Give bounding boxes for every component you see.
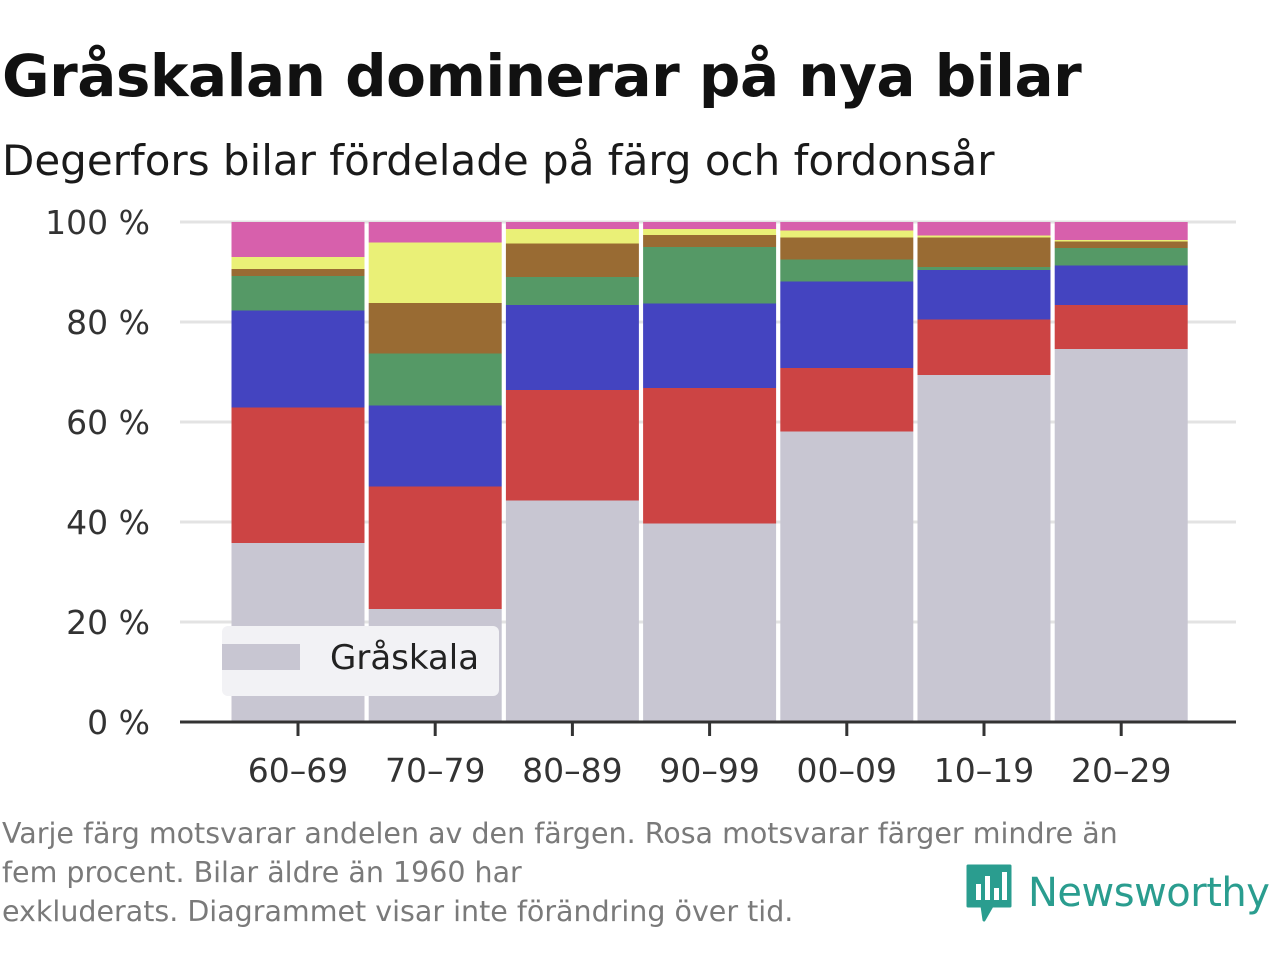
bar-segment-grayscale: [917, 375, 1051, 722]
bar-segment-red: [231, 407, 365, 543]
bar-segment-yellow: [1054, 240, 1188, 242]
bar-stack: [1054, 222, 1188, 722]
bar-segment-grayscale: [1054, 349, 1188, 722]
x-tick-label: 80–89: [522, 751, 622, 790]
y-tick-label: 0 %: [87, 703, 150, 742]
bar-segment-pink: [368, 222, 502, 243]
footnote-line-2: fem procent. Bilar äldre än 1960 har: [2, 856, 522, 889]
stacked-bar-chart: 0 % 20 % 40 % 60 % 80 % 100 % 60–69 70–79 80–89…: [45, 203, 1236, 790]
bar-segment-pink: [1054, 222, 1188, 240]
bar-segment-blue: [780, 281, 914, 368]
x-tick-label: 70–79: [385, 751, 485, 790]
bar-segment-green: [368, 353, 502, 406]
footnote-line-3: exkluderats. Diagrammet visar inte förän…: [2, 895, 794, 928]
x-tick-label: 00–09: [797, 751, 897, 790]
footnote-line-1: Varje färg motsvarar andelen av den färg…: [2, 817, 1118, 850]
bar-segment-yellow: [780, 230, 914, 238]
bar-stacks: [231, 222, 1188, 722]
newsworthy-logo-text: Newsworthy: [1028, 870, 1270, 916]
legend-swatch-grayscale: [222, 644, 300, 670]
bar-segment-blue: [1054, 265, 1188, 305]
bar-segment-pink: [231, 222, 365, 257]
bar-segment-green: [917, 267, 1051, 270]
y-tick-label: 40 %: [66, 503, 150, 542]
bar-segment-yellow: [505, 229, 639, 244]
x-tick-label: 20–29: [1071, 751, 1171, 790]
bar-segment-yellow: [917, 235, 1051, 238]
chart-subtitle: Degerfors bilar fördelade på färg och fo…: [2, 136, 995, 185]
bar-segment-red: [368, 486, 502, 609]
bar-segment-red: [1054, 305, 1188, 349]
bar-segment-grayscale: [780, 431, 914, 722]
bar-segment-pink: [643, 222, 777, 229]
bar-segment-brown: [643, 235, 777, 247]
bar-stack: [505, 222, 639, 722]
bar-segment-brown: [780, 237, 914, 260]
bar-segment-brown: [368, 303, 502, 354]
bar-segment-blue: [917, 270, 1051, 320]
bar-segment-green: [643, 247, 777, 304]
bar-segment-brown: [917, 237, 1051, 267]
x-tick-label: 10–19: [934, 751, 1034, 790]
newsworthy-logo[interactable]: Newsworthy: [964, 862, 1270, 924]
bar-segment-brown: [1054, 241, 1188, 248]
bar-segment-pink: [917, 222, 1051, 236]
bar-segment-grayscale: [505, 500, 639, 722]
bar-segment-green: [231, 276, 365, 311]
y-tick-label: 20 %: [66, 603, 150, 642]
y-axis-tick-labels: 0 % 20 % 40 % 60 % 80 % 100 %: [45, 203, 150, 742]
bar-segment-blue: [643, 303, 777, 388]
bar-segment-red: [780, 368, 914, 432]
bar-segment-brown: [505, 243, 639, 277]
y-tick-label: 100 %: [45, 203, 150, 242]
bar-segment-pink: [505, 222, 639, 229]
bar-segment-yellow: [368, 242, 502, 303]
bar-segment-brown: [231, 269, 365, 276]
bar-segment-red: [917, 319, 1051, 375]
bar-segment-green: [1054, 248, 1188, 266]
x-tick-label: 90–99: [659, 751, 759, 790]
chart-title: Gråskalan dominerar på nya bilar: [2, 42, 1082, 110]
bar-segment-red: [505, 390, 639, 501]
bar-stack: [643, 222, 777, 722]
bar-segment-red: [643, 388, 777, 524]
bar-segment-yellow: [643, 229, 777, 235]
y-tick-label: 80 %: [66, 303, 150, 342]
bar-stack: [780, 222, 914, 722]
legend-box: [222, 626, 499, 696]
bar-segment-blue: [505, 305, 639, 390]
bar-stack: [917, 222, 1051, 722]
legend: Gråskala: [222, 626, 499, 696]
x-tick-label: 60–69: [248, 751, 348, 790]
newsworthy-logo-icon: [966, 864, 1012, 922]
bar-segment-blue: [368, 405, 502, 487]
legend-label-grayscale: Gråskala: [330, 638, 479, 678]
bar-segment-blue: [231, 310, 365, 408]
bar-segment-yellow: [231, 257, 365, 269]
bar-segment-green: [505, 277, 639, 305]
y-tick-label: 60 %: [66, 403, 150, 442]
x-axis: 60–69 70–79 80–89 90–99 00–09 10–19 20–29: [180, 720, 1236, 790]
footnote: Varje färg motsvarar andelen av den färg…: [2, 814, 1252, 931]
bar-segment-grayscale: [643, 523, 777, 722]
bar-segment-pink: [780, 222, 914, 231]
bar-segment-green: [780, 259, 914, 282]
